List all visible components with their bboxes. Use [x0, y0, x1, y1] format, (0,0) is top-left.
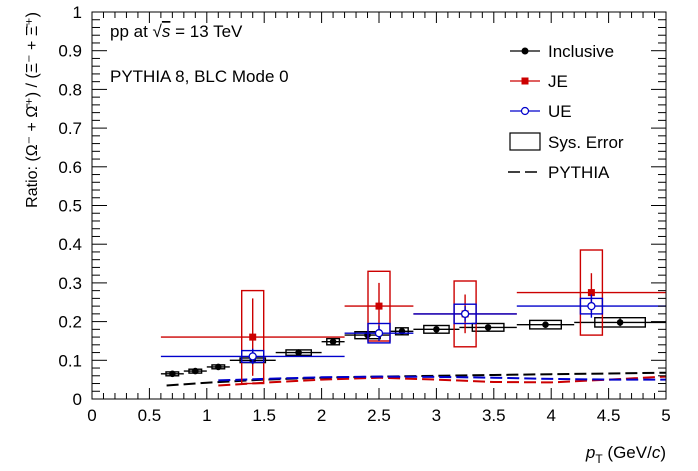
x-tick-label: 3 [432, 406, 441, 425]
axis-layer: 0 0.5 1 1.5 2 2.5 3 3.5 4 4.5 5 0 0.1 0.2 0.3 0.4 0.5 0.6… [58, 3, 670, 425]
inclusive-point [169, 370, 176, 378]
x-axis-title-unit: (GeV/ [603, 443, 652, 462]
x-tick-label: 5 [661, 406, 670, 425]
x-tick-label: 0.5 [138, 406, 162, 425]
y-tick-label: 0.5 [58, 197, 82, 216]
x-axis-title-p: p [585, 443, 595, 462]
x-axis-title-close: ) [660, 443, 666, 462]
je-point [249, 333, 257, 341]
x-tick-label: 0 [87, 406, 96, 425]
legend-je-label: JE [548, 72, 568, 91]
collision-label-prefix: pp at [110, 22, 153, 41]
collision-label-suffix: = 13 TeV [170, 22, 243, 41]
collision-label-sqrt: √ [153, 22, 163, 41]
y-axis-title: Ratio: (Ω⁻ + Ω̄⁺) / (Ξ⁻ + Ξ̄⁺) [24, 12, 41, 208]
y-tick-label: 0.1 [58, 351, 82, 370]
legend-ue-label: UE [548, 102, 572, 121]
legend-syserr-box [509, 132, 541, 151]
y-tick-label: 0.8 [58, 80, 82, 99]
inclusive-point [616, 319, 624, 326]
ue-point [587, 301, 596, 311]
y-tick-label: 0.6 [58, 158, 82, 177]
inclusive-point [329, 338, 337, 346]
inclusive-point [484, 324, 492, 331]
y-tick-label: 0.7 [58, 119, 82, 138]
legend-syserr-label: Sys. Error [548, 133, 624, 152]
inclusive-point [542, 321, 549, 329]
y-tick-label: 0.9 [58, 42, 82, 61]
x-tick-label: 2.5 [367, 406, 391, 425]
ue-point [374, 329, 384, 338]
legend-pythia-label: PYTHIA [548, 163, 610, 182]
collision-label: pp at √s = 13 TeV [110, 22, 243, 41]
data-layer [160, 249, 667, 387]
legend-inclusive-label: Inclusive [548, 42, 614, 61]
y-tick-label: 1 [73, 3, 82, 22]
x-tick-label: 4.5 [597, 406, 621, 425]
x-tick-label: 3.5 [482, 406, 506, 425]
je-point [587, 289, 595, 297]
x-tick-label: 1.5 [252, 406, 276, 425]
inclusive-point [433, 326, 440, 333]
inclusive-point [215, 363, 222, 371]
legend: Inclusive JE UE Sys. Error PYTHIA [508, 42, 624, 182]
je-point [375, 302, 383, 310]
generator-label: PYTHIA 8, BLC Mode 0 [110, 67, 289, 86]
legend-ue-marker [520, 106, 530, 116]
y-tick-label: 0.2 [58, 313, 82, 332]
y-tick-label: 0.4 [58, 235, 82, 254]
x-tick-label: 4 [546, 406, 555, 425]
y-tick-label: 0 [73, 390, 82, 409]
legend-inclusive-marker [521, 47, 529, 55]
x-tick-label: 1 [202, 406, 211, 425]
ue-point [460, 309, 470, 319]
legend-je-marker [521, 77, 529, 85]
x-axis-title-c: c [652, 443, 661, 462]
y-tick-label: 0.3 [58, 274, 82, 293]
inclusive-point [192, 367, 199, 375]
x-axis-title-T: T [595, 452, 603, 466]
x-axis-title: pT (GeV/c) [585, 443, 666, 466]
inclusive-point [295, 349, 302, 356]
collision-label-s: s [162, 22, 171, 41]
ue-point [248, 352, 257, 361]
x-tick-label: 2 [317, 406, 326, 425]
